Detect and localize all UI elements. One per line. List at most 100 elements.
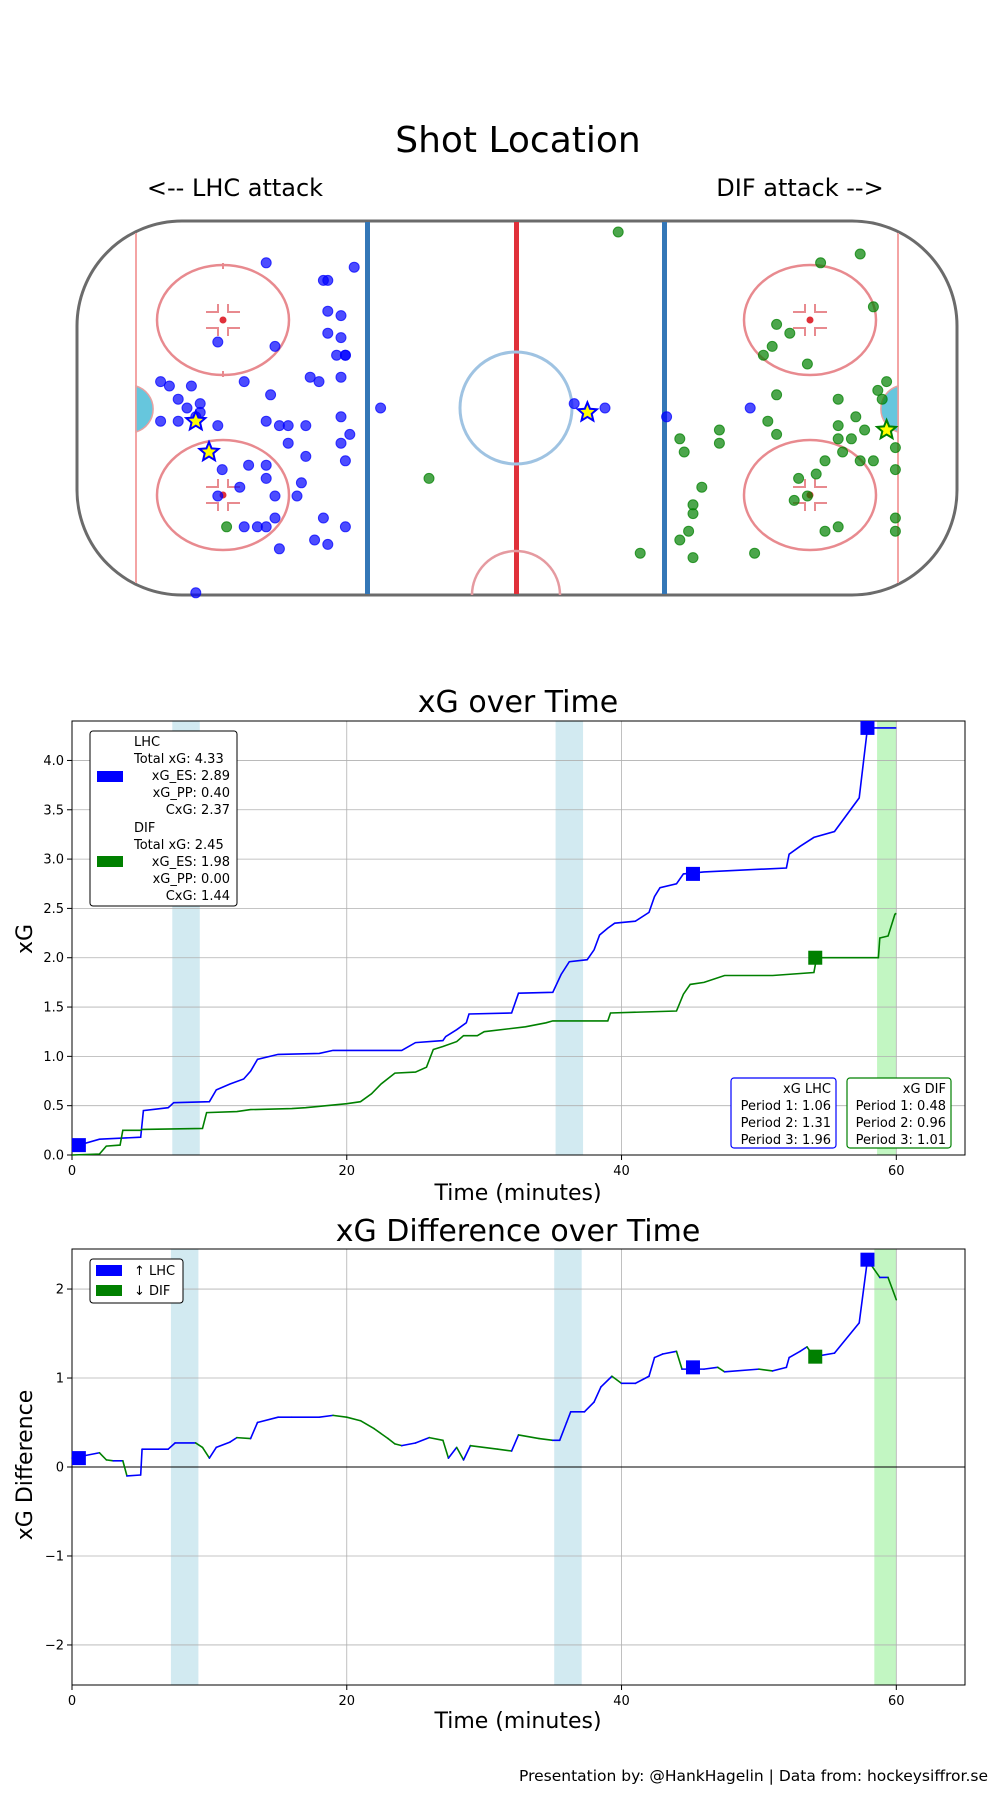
shot-lhc [212,420,224,432]
xg-tick-label-y: 0.5 [43,1099,64,1114]
diff-line-segment [653,1353,664,1359]
legend-lhc-cxg: CxG: 2.37 [166,803,230,818]
period-box-dif-p1: Period 1: 0.48 [856,1099,946,1114]
footer-credit: Presentation by: @HankHagelin | Data fro… [519,1767,988,1785]
diff-line-segment [510,1434,520,1452]
diff-line-segment [565,1411,572,1424]
legend-swatch-lhc [97,771,123,782]
diff-line-segment [661,1350,678,1355]
center-red-line [514,222,519,594]
rink [75,219,959,599]
shot-dif [221,521,233,533]
shot-dif [867,455,879,467]
period-box-lhc-p2: Period 2: 1.31 [741,1116,831,1131]
shot-lhc [339,349,351,361]
shot-dif [889,512,901,524]
diff-line-segment [583,1401,595,1413]
legend-dif-pp: xG_PP: 0.00 [153,872,230,887]
diff-goal-marker-lhc [685,1360,700,1375]
diff-line-segment [887,1276,898,1301]
right-attack-label: DIF attack --> [716,174,883,202]
shot-lhc [269,340,281,352]
shot-lhc [335,411,347,423]
shot-lhc [309,534,321,546]
shot-lhc [317,512,329,524]
xg-tick-label-y: 1.5 [43,1001,64,1016]
blue-line-left [365,222,370,594]
period-box-dif-p3: Period 3: 1.01 [856,1133,946,1148]
shot-lhc [212,490,224,502]
xg-tick-label-y: 2.5 [43,902,64,917]
diff-line-segment [593,1386,602,1403]
diff-legend-swatch-dif [96,1285,122,1296]
shot-lhc [335,437,347,449]
shot-dif [687,552,699,564]
xg-chart-title: xG over Time [418,685,618,720]
diff-line-segment [332,1414,348,1418]
xg-tick-label-y: 2.0 [43,951,64,966]
shot-lhc [243,459,255,471]
diff-line-segment [345,1416,362,1422]
xg-shaded-region [877,721,897,1155]
shot-dif [819,455,831,467]
diff-line-segment [788,1350,801,1359]
shot-lhc [172,415,184,427]
diff-tick-label-y: −2 [45,1638,64,1653]
diff-tick-label-x: 60 [888,1694,905,1709]
xg-tick-label-y: 3.5 [43,803,64,818]
goal-lhc-star [183,408,208,432]
shot-lhc [216,464,228,476]
shot-lhc [335,310,347,322]
diff-tick-label-y: 0 [56,1461,64,1476]
period-box-dif-header: xG DIF [903,1082,946,1097]
legend-dif-cxg: CxG: 1.44 [166,889,230,904]
shot-lhc [322,327,334,339]
shot-lhc [273,420,285,432]
shot-dif [872,384,884,396]
shot-dif [713,437,725,449]
shot-lhc [339,455,351,467]
shot-dif [859,424,871,436]
shot-lhc [335,371,347,383]
xg-tick-label-y: 4.0 [43,754,64,769]
shot-dif [801,490,813,502]
shot-dif [674,534,686,546]
shot-lhc [260,459,272,471]
diff-line-segment [236,1436,252,1440]
shot-dif [696,481,708,493]
diff-legend-dif: ↓ DIF [134,1284,170,1299]
faceoff-circle-right-top [742,263,878,377]
shot-lhc [282,437,294,449]
diff-tick-label-y: 1 [56,1372,64,1387]
shot-lhc [260,472,272,484]
shot-lhc [300,450,312,462]
shot-dif [845,433,857,445]
shot-lhc [269,490,281,502]
shot-dif [771,318,783,330]
shot-lhc [163,380,175,392]
xg-difference-chart: 0 20 40 60 −2 −1 0 1 2 [45,1248,966,1709]
diff-line-segment [675,1350,683,1370]
shot-dif [713,424,725,436]
diff-line-segment [858,1258,869,1324]
shot-lhc [155,376,167,388]
diff-line-segment [387,1437,396,1445]
diff-line-segment [558,1421,568,1442]
xg-shaded-region [555,721,584,1155]
xg-chart-ylabel: xG [13,924,38,954]
shot-dif [766,340,778,352]
diff-tick-label-x: 40 [613,1694,630,1709]
shot-dif [854,248,866,260]
rink-title: Shot Location [395,120,641,161]
xg-chart-legend: LHC Total xG: 4.33 xG_ES: 2.89 xG_PP: 0.… [89,730,238,907]
shot-dif [784,327,796,339]
period-box-lhc-p3: Period 3: 1.96 [741,1133,831,1148]
shot-dif [889,442,901,454]
shot-lhc [568,398,580,410]
shot-dif [793,472,805,484]
diff-line-segment [469,1444,499,1451]
shot-dif [771,389,783,401]
shot-lhc [291,490,303,502]
xg-tick-label-y: 3.0 [43,853,64,868]
